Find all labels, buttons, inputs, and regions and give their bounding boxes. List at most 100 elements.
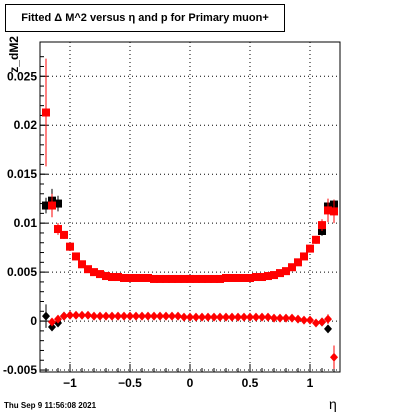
data-point-diamond (210, 312, 218, 322)
data-point-diamond (258, 312, 266, 322)
data-point-square (174, 274, 182, 283)
x-tick-label: 0.5 (242, 376, 259, 390)
data-point-square (120, 273, 128, 282)
data-point-square (228, 273, 236, 282)
data-point-square (150, 274, 158, 283)
data-point-diamond (294, 314, 302, 324)
data-point-diamond (48, 322, 56, 332)
data-point-diamond (150, 311, 158, 321)
data-point-diamond (42, 311, 50, 321)
x-axis-label: η (329, 396, 337, 412)
data-point-square (96, 270, 104, 279)
data-point-diamond (156, 311, 164, 321)
y-tick-label: 0 (30, 314, 37, 328)
data-point-square (258, 273, 266, 282)
data-point-diamond (300, 315, 308, 325)
y-tick-label: 0.005 (7, 265, 37, 279)
data-point-diamond (168, 311, 176, 321)
data-point-diamond (102, 311, 110, 321)
data-point-square (48, 201, 56, 210)
data-point-diamond (174, 311, 182, 321)
data-point-square (54, 199, 62, 208)
data-point-diamond (138, 311, 146, 321)
data-point-square (90, 268, 98, 277)
data-point-diamond (180, 312, 188, 322)
data-point-square (288, 263, 296, 272)
data-point-square (330, 207, 338, 216)
timestamp-footer: Thu Sep 9 11:56:08 2021 (4, 401, 97, 410)
data-point-square (102, 272, 110, 281)
data-point-square (210, 274, 218, 283)
axis-layer: −1 −0.5 0 0.5 1 -0.005 0 0.005 0.01 0.015 0.02 0.02… (3, 56, 335, 390)
data-point-diamond (114, 311, 122, 321)
data-point-diamond (162, 311, 170, 321)
x-tick-label: 0 (187, 376, 194, 390)
x-tick-label: −1 (63, 376, 77, 390)
data-point-square (312, 235, 320, 244)
data-point-square (72, 252, 80, 261)
data-point-diamond (120, 311, 128, 321)
y-tick-label: -0.005 (3, 363, 37, 377)
data-point-diamond (132, 311, 140, 321)
data-point-diamond (222, 312, 230, 322)
data-point-diamond (216, 312, 224, 322)
data-point-diamond (78, 310, 86, 320)
data-point-diamond (126, 311, 134, 321)
data-point-diamond (228, 312, 236, 322)
data-point-square (156, 274, 164, 283)
data-point-diamond (282, 313, 290, 323)
data-point-square (282, 267, 290, 276)
data-point-square (216, 274, 224, 283)
data-point-square (222, 273, 230, 282)
data-point-square (276, 269, 284, 278)
data-point-square (180, 274, 188, 283)
data-point-square (306, 244, 314, 253)
data-point-square (138, 273, 146, 282)
data-point-diamond (96, 311, 104, 321)
data-point-square (108, 273, 116, 282)
y-tick-label: 0.02 (14, 118, 38, 132)
data-point-square (324, 206, 332, 215)
data-point-square (144, 273, 152, 282)
data-point-square (66, 242, 74, 251)
data-point-square (42, 201, 50, 210)
data-point-diamond (330, 352, 338, 362)
data-point-diamond (312, 318, 320, 328)
data-point-diamond (144, 311, 152, 321)
data-point-square (294, 258, 302, 267)
data-point-diamond (276, 313, 284, 323)
x-tick-label: −0.5 (118, 376, 142, 390)
data-point-diamond (240, 312, 248, 322)
data-point-diamond (54, 314, 62, 324)
data-point-diamond (84, 310, 92, 320)
data-point-square (114, 273, 122, 282)
data-point-diamond (198, 312, 206, 322)
data-point-diamond (306, 315, 314, 325)
data-point-diamond (288, 313, 296, 323)
data-point-square (54, 225, 62, 234)
y-tick-label: 0.025 (7, 69, 37, 83)
data-point-diamond (192, 312, 200, 322)
data-point-square (126, 273, 134, 282)
data-point-square (186, 274, 194, 283)
data-point-diamond (246, 312, 254, 322)
data-point-diamond (318, 317, 326, 327)
data-point-diamond (108, 311, 116, 321)
data-point-diamond (48, 317, 56, 327)
data-point-square (318, 221, 326, 230)
data-point-square (132, 273, 140, 282)
data-point-diamond (270, 313, 278, 323)
data-point-diamond (60, 311, 68, 321)
data-point-square (84, 265, 92, 274)
data-point-square (60, 230, 68, 239)
data-point-square (270, 271, 278, 280)
y-tick-label: 0.015 (7, 167, 37, 181)
grid-layer (40, 42, 340, 372)
marks-layer (42, 58, 338, 370)
data-point-square (42, 108, 50, 117)
x-tick-label: 1 (307, 376, 314, 390)
data-point-square (198, 274, 206, 283)
data-point-square (162, 274, 170, 283)
data-point-diamond (264, 312, 272, 322)
